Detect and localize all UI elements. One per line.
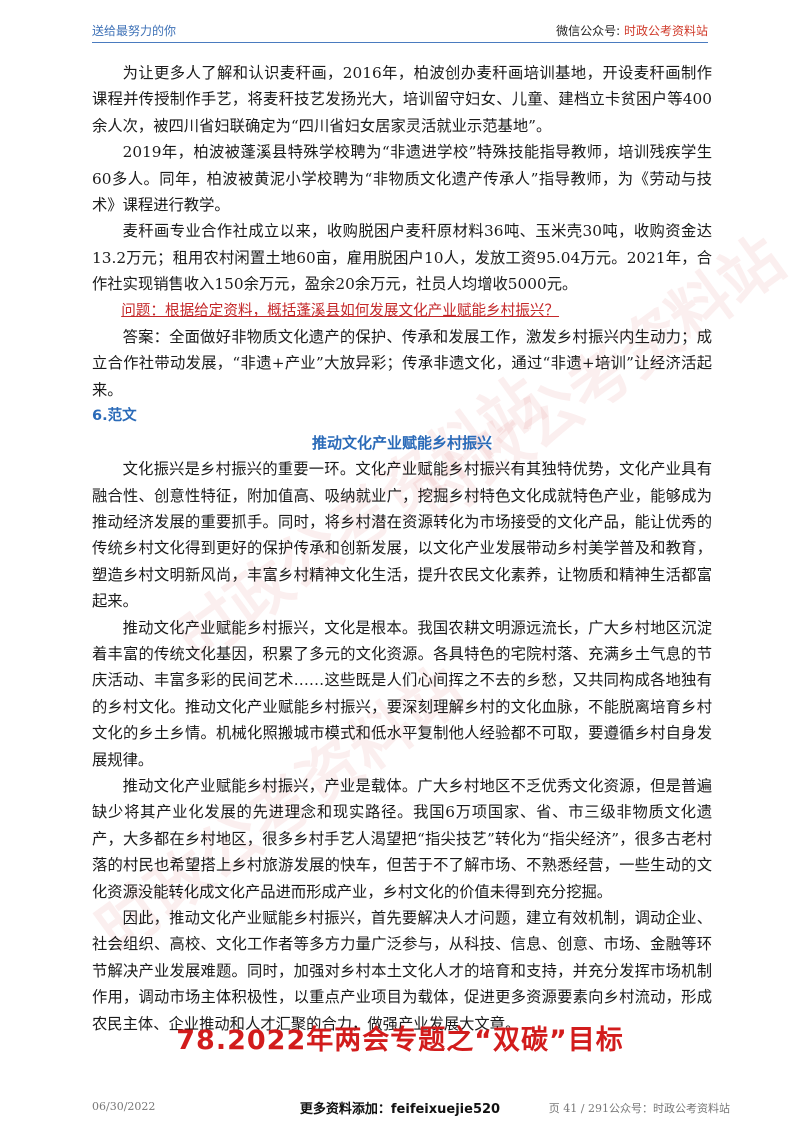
essay-paragraph: 因此，推动文化产业赋能乡村振兴，首先要解决人才问题，建立有效机制，调动企业、社会… (92, 909, 712, 1033)
section-label: 6.范文 (92, 408, 137, 425)
essay-paragraph: 文化振兴是乡村振兴的重要一环。文化产业赋能乡村振兴有其独特优势，文化产业具有融合… (92, 460, 712, 611)
essay-paragraph: 推动文化产业赋能乡村振兴，产业是载体。广大乡村地区不乏优秀文化资源，但是普遍缺少… (92, 776, 712, 901)
header-account: 微信公众号: 时政公考资料站 (556, 22, 708, 39)
header-account-name: 时政公考资料站 (623, 24, 708, 38)
page-footer: 06/30/2022 更多资料添加：feifeixuejie520 页 41 /… (0, 1098, 800, 1118)
paragraph: 为让更多人了解和认识麦秆画，2016年，柏波创办麦秆画培训基地，开设麦秆画制作课… (92, 64, 712, 135)
question-text: 问题：根据给定资料，概括蓬溪县如何发展文化产业赋能乡村振兴？ (121, 301, 560, 319)
chapter-title: 78.2022年两会专题之“双碳”目标 (176, 1025, 624, 1056)
footer-date: 06/30/2022 (92, 1100, 156, 1113)
essay-paragraph: 推动文化产业赋能乡村振兴，文化是根本。我国农耕文明源远流长，广大乡村地区沉淀着丰… (92, 618, 712, 769)
paragraph: 麦秆画专业合作社成立以来，收购脱困户麦秆原材料36吨、玉米壳30吨，收购资金达1… (92, 222, 712, 294)
header-account-label: 微信公众号: (556, 24, 624, 38)
page-header: 送给最努力的你 微信公众号: 时政公考资料站 (92, 18, 708, 43)
footer-contact: 更多资料添加：feifeixuejie520 (299, 1102, 501, 1117)
essay-title: 推动文化产业赋能乡村振兴 (311, 433, 492, 452)
header-slogan: 送给最努力的你 (92, 24, 177, 38)
paragraph: 2019年，柏波被蓬溪县特殊学校聘为“非遗进学校”特殊技能指导教师，培训残疾学生… (92, 143, 712, 215)
answer-text: 答案：全面做好非物质文化遗产的保护、传承和发展工作，激发乡村振兴内生动力；成立合… (92, 328, 712, 399)
document-body: 为让更多人了解和认识麦秆画，2016年，柏波创办麦秆画培训基地，开设麦秆画制作课… (92, 60, 712, 1037)
footer-page-info: 页 41 / 291公众号：时政公考资料站 (548, 1102, 730, 1115)
